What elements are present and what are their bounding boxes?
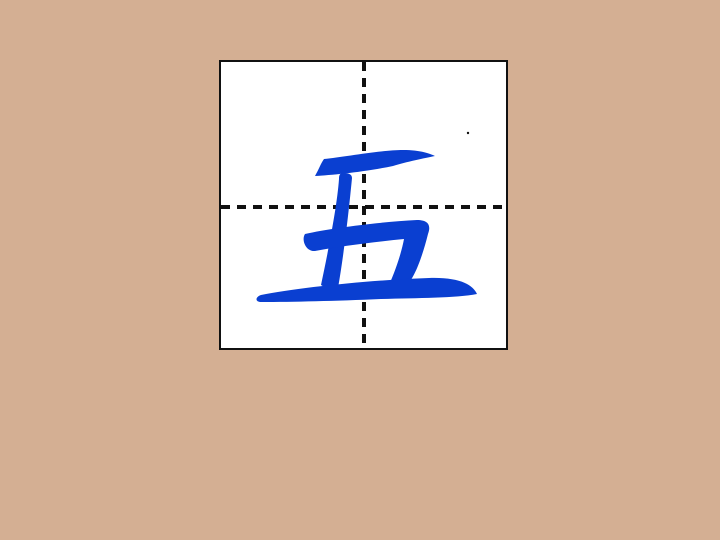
character-practice-grid: 五 xyxy=(219,60,508,350)
character-glyph xyxy=(256,131,477,302)
top-horizontal-stroke xyxy=(315,150,435,176)
stray-dot xyxy=(466,131,470,135)
bottom-horizontal-stroke xyxy=(256,277,477,302)
middle-hook-stroke xyxy=(303,220,430,287)
